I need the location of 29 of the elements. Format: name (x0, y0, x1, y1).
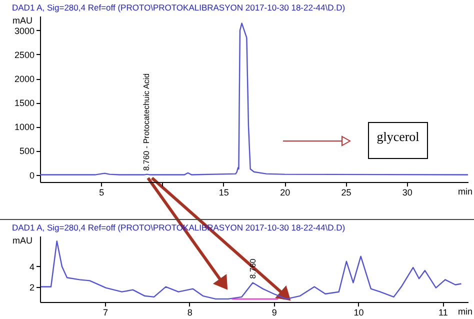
x-tick-label: 8 (187, 308, 192, 318)
x-tick-label: 25 (341, 188, 352, 198)
x-tick-label: 9 (272, 308, 277, 318)
x-tick-label: 11 (438, 308, 448, 318)
chart-title: DAD1 A, Sig=280,4 Ref=off (PROTO\PROTOKALIBRASYON 2017-10-30 18-22-44\D.D) (12, 2, 346, 12)
y-axis-title: mAU (12, 16, 32, 26)
annotation: glycerol (368, 122, 428, 159)
y-axis-title: mAU (12, 236, 32, 246)
y-tick-label: 3000 (14, 26, 34, 36)
x-axis-title: min (458, 186, 472, 196)
y-tick-label: 1000 (14, 122, 34, 132)
x-tick-label: 7 (102, 308, 108, 318)
x-axis-title: min (458, 306, 472, 316)
annotation: 8.760 - Protocatechuic Acid (142, 73, 152, 171)
x-tick-label: 15 (218, 188, 229, 198)
y-tick-label: 4 (29, 262, 34, 272)
y-tick-label: 2 (29, 282, 34, 292)
x-tick-label: 10 (354, 308, 364, 318)
x-tick-label: 5 (99, 188, 104, 198)
y-tick-label: 500 (19, 146, 34, 156)
annotation: 8.760 (248, 258, 258, 279)
y-tick-label: 0 (29, 170, 34, 180)
line-series (40, 240, 462, 300)
x-tick-label: 20 (280, 188, 290, 198)
line-series (40, 22, 468, 176)
y-tick-label: 1500 (14, 98, 34, 108)
x-tick-label: 30 (402, 188, 412, 198)
y-tick-label: 2000 (14, 74, 34, 84)
y-tick-label: 2500 (14, 50, 34, 60)
